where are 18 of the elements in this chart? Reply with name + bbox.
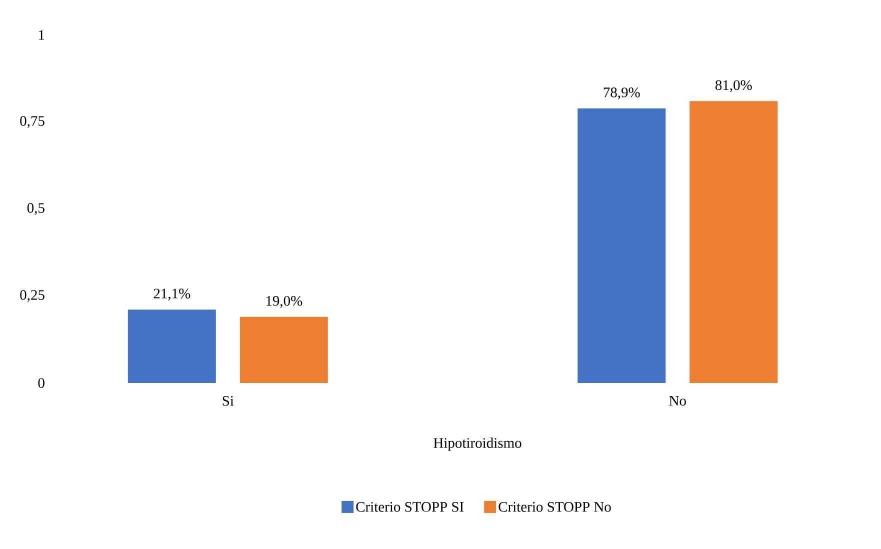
x-tick-label: Si (222, 396, 234, 406)
bar (240, 316, 328, 383)
y-tick-label: 1 (38, 30, 44, 40)
y-tick-label: 0,75 (20, 116, 44, 128)
y-tick-label: 0,5 (27, 203, 44, 215)
bar (578, 108, 666, 383)
data-label: 78,9% (604, 88, 640, 100)
y-tick-label: 0,25 (20, 290, 44, 302)
bar (690, 101, 778, 383)
data-label: 81,0% (715, 80, 752, 92)
x-axis-title: Hipotiroidismo (434, 438, 522, 451)
y-tick-label: 0 (38, 378, 44, 388)
legend-label: Criterio STOPP SI (356, 502, 464, 512)
x-tick-label: No (669, 396, 686, 406)
bar (128, 310, 216, 383)
data-label: 21,1% (154, 288, 190, 301)
legend-label: Criterio STOPP No (498, 502, 611, 512)
data-label: 19,0% (266, 296, 302, 308)
